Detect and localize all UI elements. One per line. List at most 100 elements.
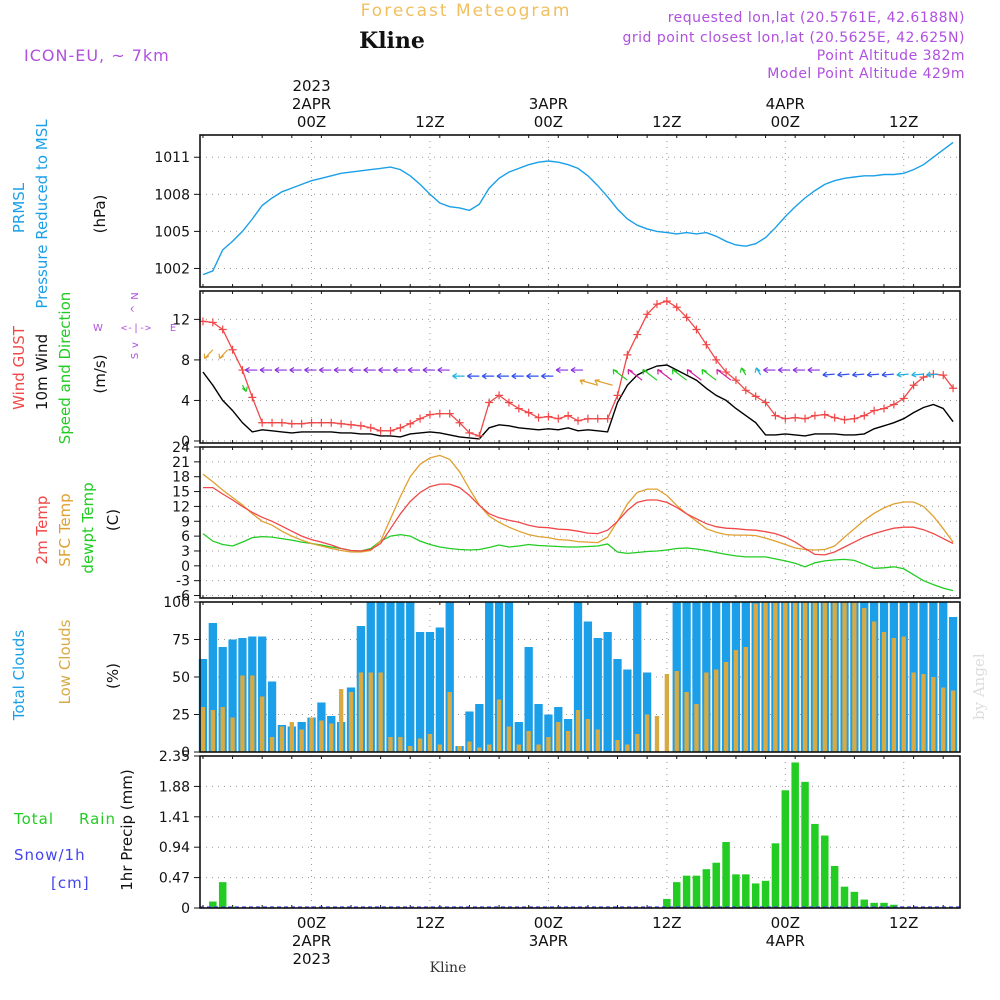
gust-marker	[317, 418, 326, 427]
precip-frame	[199, 755, 961, 909]
y-tick-label: 1.88	[159, 779, 190, 795]
rain-bar	[702, 869, 711, 908]
gust-marker	[820, 410, 829, 419]
gust-marker	[889, 400, 898, 409]
wind-direction-arrow	[671, 368, 687, 381]
low-cloud-bar	[556, 722, 561, 752]
bottom-time-label: 3APR	[529, 932, 568, 950]
wind-direction-arrow	[555, 366, 569, 374]
wind-direction-arrow	[763, 366, 776, 374]
wind-direction-arrow	[541, 373, 554, 380]
gust-marker	[544, 412, 553, 421]
gust-marker	[771, 411, 780, 420]
low-cloud-bar	[210, 710, 216, 752]
low-cloud-bar	[862, 608, 867, 752]
wind-direction-arrow	[452, 373, 465, 380]
low-cloud-bar	[654, 716, 660, 752]
compass-west: W	[93, 323, 103, 334]
low-cloud-bar	[536, 744, 541, 752]
y-tick-label: 24	[172, 440, 190, 456]
y-tick-label: 21	[172, 455, 190, 471]
gust-marker	[672, 303, 681, 312]
total-cloud-bar	[692, 602, 701, 752]
low-cloud-bar	[309, 717, 314, 752]
gust-marker	[277, 418, 286, 427]
low-cloud-bar	[941, 687, 946, 752]
requested-coords: requested lon,lat (20.5761E, 42.6188N)	[668, 10, 965, 26]
low-cloud-bar	[921, 674, 926, 752]
y-tick-label: 15	[172, 485, 190, 501]
rain-bar	[722, 842, 730, 908]
wind-direction-arrow	[274, 366, 287, 374]
total-cloud-bar	[593, 638, 602, 752]
rain-label: Rain	[79, 810, 116, 828]
wind-unit: (m/s)	[91, 354, 109, 393]
total-cloud-bar	[633, 602, 642, 752]
wind-direction-arrow	[570, 366, 583, 374]
gust-marker	[702, 340, 711, 349]
compass-up: ^	[130, 305, 141, 313]
gust-marker	[712, 355, 721, 364]
low-cloud-bar	[319, 720, 324, 752]
total-cloud-bar	[544, 714, 553, 752]
wind-direction-arrow	[363, 366, 376, 374]
clouds-unit: (%)	[104, 663, 122, 689]
wind-direction-arrow	[594, 379, 613, 386]
gust-marker	[297, 419, 306, 428]
wind-direction-arrow	[348, 366, 361, 374]
low-cloud-bar	[644, 714, 650, 752]
total-cloud-bar	[603, 632, 612, 752]
low-cloud-bar	[714, 669, 719, 752]
low-cloud-bar	[635, 734, 640, 752]
gust-marker	[860, 411, 869, 420]
wind-gust-line	[202, 300, 954, 437]
bottom-time-label: 00Z	[771, 914, 800, 932]
top-time-label: 4APR	[766, 95, 805, 113]
total-cloud-bar	[494, 602, 504, 752]
snow-unit: [cm]	[51, 874, 90, 892]
gust-marker	[731, 376, 740, 385]
low-cloud-bar	[427, 734, 433, 752]
total-cloud-bar	[939, 602, 948, 752]
bottom-time-label: 12Z	[652, 914, 681, 932]
low-cloud-bar	[299, 729, 304, 752]
total-cloud-bar	[406, 602, 415, 752]
precip-unit: 1hr Precip (mm)	[118, 769, 136, 890]
total-cloud-bar	[465, 711, 474, 752]
wind-direction-arrow	[422, 366, 435, 374]
wind-direction-arrow	[241, 384, 248, 392]
low-cloud-bar	[250, 675, 255, 752]
rain-bar	[860, 899, 869, 908]
gust-marker	[208, 318, 217, 327]
gust-marker	[504, 398, 513, 407]
gust-marker	[376, 426, 385, 435]
low-cloud-bar	[871, 621, 877, 752]
gust-marker	[396, 423, 405, 432]
compass-south: S	[130, 353, 141, 359]
total-cloud-bar	[445, 602, 454, 752]
wind-direction-arrow	[218, 349, 229, 360]
pressure-line	[202, 141, 954, 276]
wind-dir-label: Speed and Direction	[56, 292, 74, 445]
prmsl-label: PRMSL	[10, 182, 28, 233]
bottom-time-label: 2023	[292, 950, 330, 968]
wind-direction-arrow	[481, 373, 495, 380]
wind-direction-arrow	[716, 368, 732, 381]
gust-marker	[949, 384, 958, 393]
gust-marker	[386, 426, 395, 435]
y-tick-label: 0.94	[159, 840, 190, 856]
rain-bar	[732, 874, 740, 908]
bottom-time-label: 00Z	[297, 914, 326, 932]
wind-direction-arrow	[777, 366, 791, 374]
total-cloud-bar	[573, 602, 583, 752]
gust-marker	[248, 393, 257, 402]
pressure-label: Pressure Reduced to MSL	[33, 119, 51, 309]
low-cloud-bar	[585, 719, 591, 752]
low-cloud-bar	[496, 699, 502, 752]
gust-marker	[228, 345, 237, 354]
rain-bar	[791, 762, 799, 908]
wind-direction-arrow	[686, 368, 702, 381]
rain-bar	[682, 875, 691, 908]
low-cloud-bar	[723, 662, 729, 752]
y-tick-label: 50	[172, 670, 190, 686]
